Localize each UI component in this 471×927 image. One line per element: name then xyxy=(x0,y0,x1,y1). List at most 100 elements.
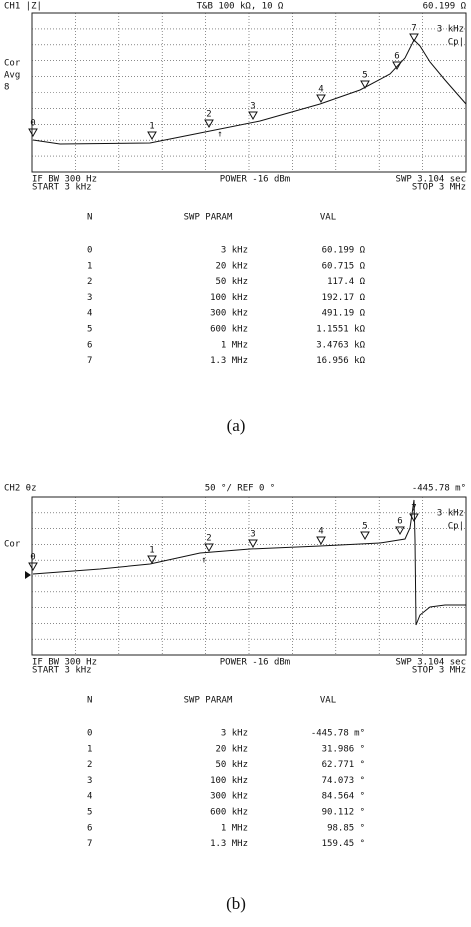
marker-label: 2 xyxy=(206,110,211,120)
marker-label: 4 xyxy=(318,527,323,537)
cell: 0 xyxy=(87,729,92,739)
marker-label: 1 xyxy=(149,122,154,132)
footer: SWP 3.104 sec xyxy=(396,658,466,668)
cell: -445.78 m° xyxy=(311,729,365,739)
marker xyxy=(395,526,405,536)
cell: 600 kHz xyxy=(210,808,248,818)
cell: 16.956 kΩ xyxy=(316,356,365,366)
cell: 100 kHz xyxy=(210,293,248,303)
cell: 31.986 ° xyxy=(322,744,365,754)
cell: 5 xyxy=(87,808,92,818)
marker-value: -445.78 m° xyxy=(412,484,466,494)
cell: 100 kHz xyxy=(210,776,248,786)
cell: 3 xyxy=(87,776,92,786)
cell: 600 kHz xyxy=(210,325,248,335)
footer: START 3 kHz xyxy=(32,183,92,193)
cell: 300 kHz xyxy=(210,792,248,802)
col-head: N xyxy=(87,696,92,706)
marker xyxy=(409,33,419,43)
marker xyxy=(204,543,214,553)
footer: SWP 3.104 sec xyxy=(396,175,466,185)
footer: STOP 3 MHz xyxy=(412,183,466,193)
cell: 491.19 Ω xyxy=(322,309,366,319)
cell: 3 kHz xyxy=(221,246,248,256)
cell: 20 kHz xyxy=(215,261,248,271)
arrow: ↑ xyxy=(217,130,222,140)
marker-label: 1 xyxy=(149,546,154,556)
cell: 98.85 ° xyxy=(327,823,365,833)
cell: 3 xyxy=(87,293,92,303)
scale: 50 °/ REF 0 ° xyxy=(205,484,275,494)
side-label: 8 xyxy=(4,83,9,93)
col-head: VAL xyxy=(320,696,336,706)
marker xyxy=(316,94,326,104)
footer: POWER -16 dBm xyxy=(220,658,290,668)
cell: 74.073 ° xyxy=(322,776,365,786)
trace xyxy=(32,499,466,626)
cell: 192.17 Ω xyxy=(322,293,366,303)
cell: 50 kHz xyxy=(215,277,248,287)
cell: 90.112 ° xyxy=(322,808,365,818)
cell: 60.715 Ω xyxy=(322,261,366,271)
side-label: Avg xyxy=(4,71,20,81)
marker xyxy=(392,61,402,71)
marker-label: 5 xyxy=(362,522,367,532)
cell: 1.3 MHz xyxy=(210,356,248,366)
col-head: SWP PARAM xyxy=(184,696,233,706)
cell: 62.771 ° xyxy=(322,760,365,770)
footer: IF BW 300 Hz xyxy=(32,658,97,668)
inner-label: 3 kHz xyxy=(437,509,464,519)
cell: 1 xyxy=(87,261,92,271)
marker-label: 3 xyxy=(250,102,255,112)
trace xyxy=(32,39,467,145)
inner-label: 3 kHz xyxy=(437,25,464,35)
marker-label: 7 xyxy=(411,504,416,514)
marker xyxy=(28,128,38,138)
cell: 0 xyxy=(87,246,92,256)
marker xyxy=(248,111,258,121)
side-label: Cor xyxy=(4,59,21,69)
cell: 159.45 ° xyxy=(322,839,365,849)
footer: STOP 3 MHz xyxy=(412,666,466,676)
caption: (b) xyxy=(226,894,246,913)
cell: 1.1551 kΩ xyxy=(316,325,365,335)
cell: 1 MHz xyxy=(221,823,248,833)
marker-label: 0 xyxy=(30,119,35,129)
col-head: VAL xyxy=(320,213,336,223)
footer: IF BW 300 Hz xyxy=(32,175,97,185)
marker-label: 6 xyxy=(397,517,402,527)
cell: 20 kHz xyxy=(215,744,248,754)
cell: 4 xyxy=(87,309,92,319)
marker xyxy=(360,531,370,541)
marker xyxy=(204,119,214,129)
col-head: SWP PARAM xyxy=(184,213,233,223)
marker-label: 6 xyxy=(394,52,399,62)
cell: 50 kHz xyxy=(215,760,248,770)
cell: 60.199 Ω xyxy=(322,246,366,256)
cell: 3.4763 kΩ xyxy=(316,340,365,350)
cell: 7 xyxy=(87,839,92,849)
cell: 1 MHz xyxy=(221,340,248,350)
marker xyxy=(147,131,157,141)
cell: 7 xyxy=(87,356,92,366)
marker xyxy=(147,555,157,565)
ref-pointer xyxy=(25,571,31,579)
marker xyxy=(360,80,370,90)
scale: T&B 100 kΩ, 10 Ω xyxy=(197,2,284,12)
marker xyxy=(248,539,258,549)
marker-label: 2 xyxy=(206,534,211,544)
arrow: ↑ xyxy=(201,556,206,566)
cell: 84.564 ° xyxy=(322,792,365,802)
marker-label: 0 xyxy=(30,553,35,563)
footer: START 3 kHz xyxy=(32,666,92,676)
cell: 5 xyxy=(87,325,92,335)
marker xyxy=(316,536,326,546)
marker-label: 5 xyxy=(362,71,367,81)
footer: POWER -16 dBm xyxy=(220,175,290,185)
marker-label: 3 xyxy=(250,530,255,540)
channel: CH2 θz xyxy=(4,484,37,494)
marker-label: 7 xyxy=(411,24,416,34)
cell: 300 kHz xyxy=(210,309,248,319)
cell: 117.4 Ω xyxy=(327,277,366,287)
